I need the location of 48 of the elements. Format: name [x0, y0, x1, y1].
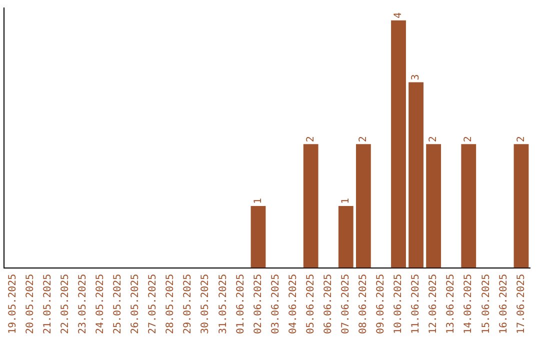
data-label: 2 — [463, 136, 474, 142]
data-label: 1 — [340, 198, 352, 204]
x-tick-label: 16.06.2025 — [498, 274, 510, 334]
x-tick-label: 30.05.2025 — [200, 274, 212, 334]
x-tick-label: 15.06.2025 — [480, 274, 492, 334]
data-label: 4 — [393, 12, 404, 18]
data-label: 3 — [410, 74, 422, 80]
data-label: 2 — [358, 136, 370, 142]
x-tick-label: 08.06.2025 — [358, 274, 370, 334]
x-tick-label: 21.05.2025 — [42, 274, 54, 334]
x-tick-label: 17.06.2025 — [516, 274, 527, 334]
x-tick-label: 29.05.2025 — [182, 274, 194, 334]
x-tick-label: 06.06.2025 — [322, 274, 334, 334]
x-tick-label: 01.06.2025 — [235, 274, 246, 334]
x-tick-label: 20.05.2025 — [24, 274, 36, 334]
x-tick-label: 26.05.2025 — [130, 274, 142, 334]
bar — [426, 144, 442, 268]
x-tick-label: 19.05.2025 — [7, 274, 18, 334]
x-tick-label: 13.06.2025 — [446, 274, 457, 334]
bar — [408, 82, 424, 268]
x-tick-label: 31.05.2025 — [218, 274, 229, 334]
x-tick-label: 10.06.2025 — [393, 274, 404, 334]
x-tick-label: 22.05.2025 — [60, 274, 71, 334]
x-tick-label: 05.06.2025 — [305, 274, 316, 334]
x-tick-label: 25.05.2025 — [112, 274, 124, 334]
bar — [338, 206, 354, 268]
x-tick-label: 27.05.2025 — [148, 274, 159, 334]
data-label: 1 — [252, 198, 264, 204]
x-tick-label: 23.05.2025 — [77, 274, 88, 334]
x-tick-label: 07.06.2025 — [340, 274, 352, 334]
x-tick-label: 03.06.2025 — [270, 274, 282, 334]
bar — [303, 144, 318, 268]
data-label: 2 — [516, 136, 527, 142]
bar — [461, 144, 476, 268]
x-tick-label: 24.05.2025 — [95, 274, 106, 334]
x-tick-label: 12.06.2025 — [428, 274, 440, 334]
bar — [356, 144, 371, 268]
x-tick-label: 02.06.2025 — [252, 274, 264, 334]
bar — [250, 206, 266, 268]
x-tick-label: 11.06.2025 — [410, 274, 422, 334]
x-tick-label: 09.06.2025 — [376, 274, 387, 334]
data-label: 2 — [305, 136, 316, 142]
bar — [514, 144, 529, 268]
data-label: 2 — [428, 136, 440, 142]
x-tick-label: 14.06.2025 — [463, 274, 474, 334]
bar — [391, 20, 406, 268]
x-tick-label: 28.05.2025 — [165, 274, 176, 334]
x-tick-label: 04.06.2025 — [288, 274, 299, 334]
